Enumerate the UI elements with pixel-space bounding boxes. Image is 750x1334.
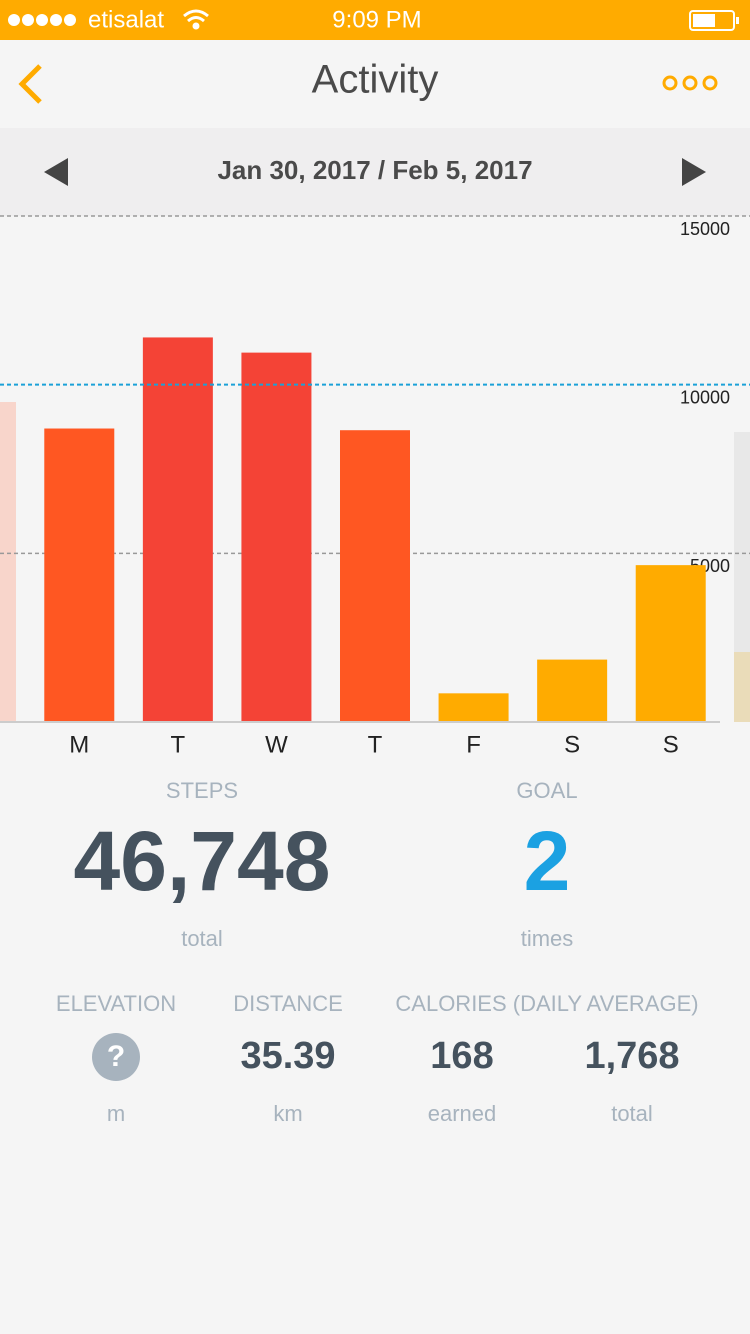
bar [142,337,213,722]
elevation-icon [92,1033,140,1081]
nav-bar [0,40,750,128]
bar [635,565,706,722]
calories-total: 1,768 [584,1035,679,1077]
calories-total-unit: total [611,1101,653,1126]
steps-label: STEPS [166,778,238,803]
steps-unit: total [181,926,223,951]
page-title: Activity [312,58,439,102]
bar [44,428,115,722]
prev-week-bar [0,402,16,722]
calories-earned: 168 [430,1035,493,1077]
elevation-unit: m [107,1101,125,1126]
bar [537,659,608,722]
x-tick-label: T [171,731,186,758]
elevation-value: ? [107,1040,125,1073]
steps-value: 46,748 [74,814,331,908]
date-bar [0,128,750,216]
y-tick-label: 15000 [680,219,730,239]
more-button[interactable] [662,75,718,91]
wifi-icon [183,9,209,30]
back-button[interactable] [18,64,42,104]
next-week-bar [734,432,750,652]
x-tick-label: S [564,731,580,758]
next-week-bar [734,652,750,722]
distance-unit: km [273,1101,302,1126]
bar [438,693,509,722]
bar [340,430,410,722]
elevation-label: ELEVATION [56,991,176,1016]
distance-label: DISTANCE [233,991,343,1016]
goal-unit: times [521,926,574,951]
date-range: Jan 30, 2017 / Feb 5, 2017 [217,155,532,185]
next-week[interactable] [682,158,706,186]
x-tick-label: F [466,731,481,758]
goal-value: 2 [524,814,571,908]
x-tick-label: W [265,731,288,758]
goal-label: GOAL [516,778,577,803]
prev-week[interactable] [44,158,68,186]
bar [241,352,312,722]
status-bar [0,0,750,40]
calories-earned-unit: earned [428,1101,497,1126]
distance-value: 35.39 [240,1035,335,1077]
y-tick-label: 10000 [680,387,730,407]
x-tick-label: S [663,731,679,758]
signal [8,14,76,26]
carrier: etisalat [88,6,164,33]
battery [689,10,739,31]
time: 9:09 PM [332,6,421,33]
x-tick-label: M [69,731,89,758]
x-tick-label: T [368,731,383,758]
calories-label: CALORIES (DAILY AVERAGE) [395,991,698,1016]
